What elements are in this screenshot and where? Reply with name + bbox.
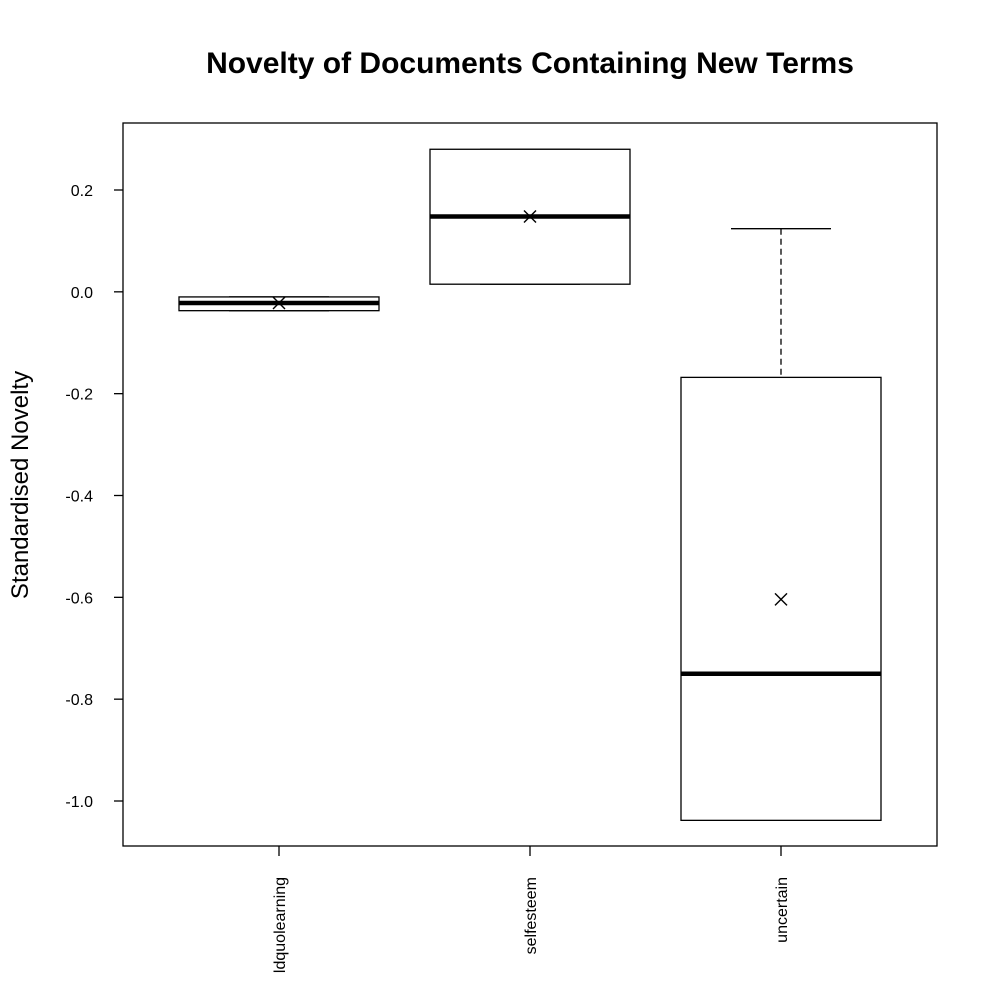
y-tick-label: -0.8 [65, 692, 93, 709]
y-tick-label: 0.2 [71, 183, 93, 200]
box-selfesteem [429, 148, 631, 285]
y-tick-label: -0.2 [65, 387, 93, 404]
y-tick-label: -0.4 [65, 489, 93, 506]
mean-mark-stroke [523, 209, 537, 223]
x-tick-label: selfesteem [523, 877, 540, 954]
y-axis: -1.0 -0.8 -0.6 -0.4 -0.2 0.0 0.2 [65, 183, 123, 811]
y-axis-label: Standardised Novelty [7, 371, 34, 599]
mean-marker [272, 296, 286, 310]
x-tick-label: ldquolearning [272, 877, 289, 973]
y-tick-label: -1.0 [65, 794, 93, 811]
mean-mark-stroke [272, 296, 286, 310]
x-axis: ldquolearning selfesteem uncertain [272, 846, 791, 973]
box-uncertain [680, 228, 882, 821]
x-tick-label: uncertain [774, 877, 791, 943]
boxes-layer [178, 148, 882, 821]
box-ldquolearning [178, 296, 380, 312]
mean-marker [523, 209, 537, 223]
y-tick-label: 0.0 [71, 285, 93, 302]
mean-mark-stroke [774, 592, 788, 606]
mean-marker [774, 592, 788, 606]
y-tick-label: -0.6 [65, 590, 93, 607]
chart-title: Novelty of Documents Containing New Term… [206, 47, 854, 80]
